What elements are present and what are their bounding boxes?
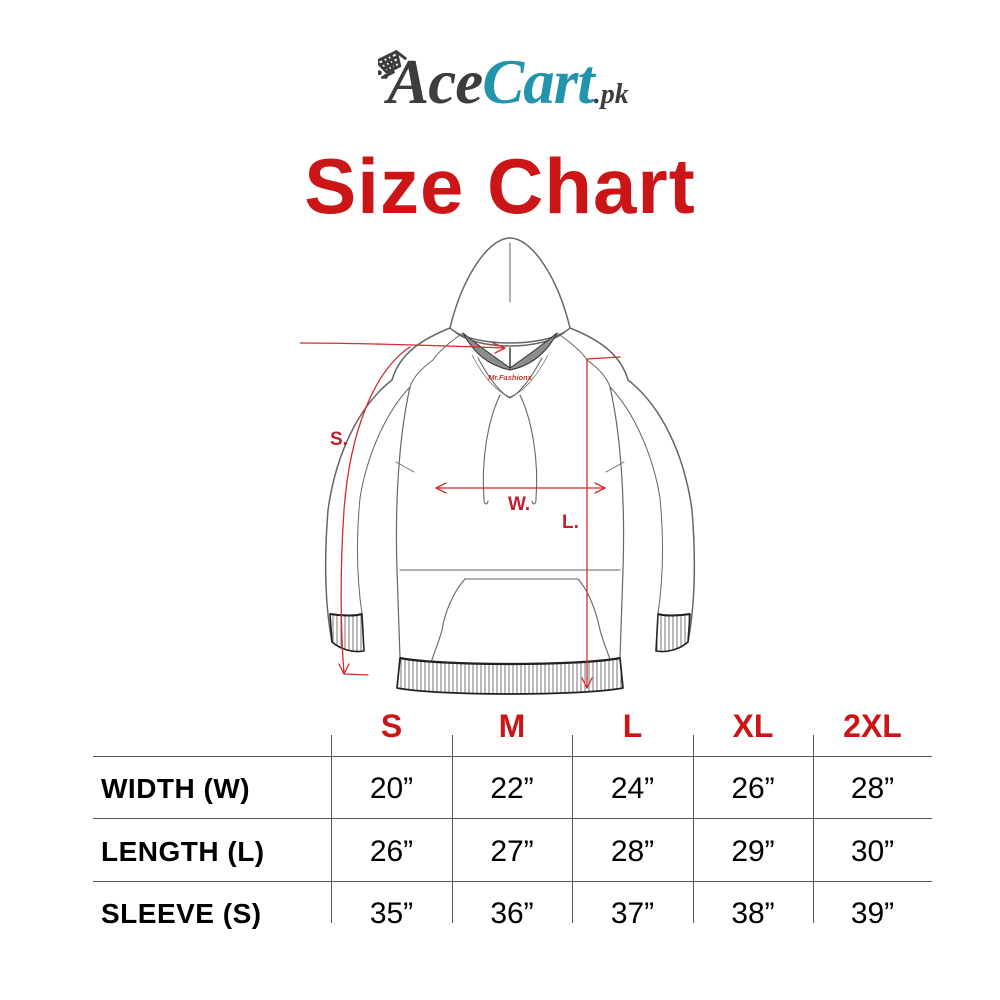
svg-text:Mr.Fashions: Mr.Fashions [488,373,532,382]
svg-text:L.: L. [562,512,579,533]
svg-text:S.: S. [330,429,348,450]
svg-text:W.: W. [508,494,530,515]
